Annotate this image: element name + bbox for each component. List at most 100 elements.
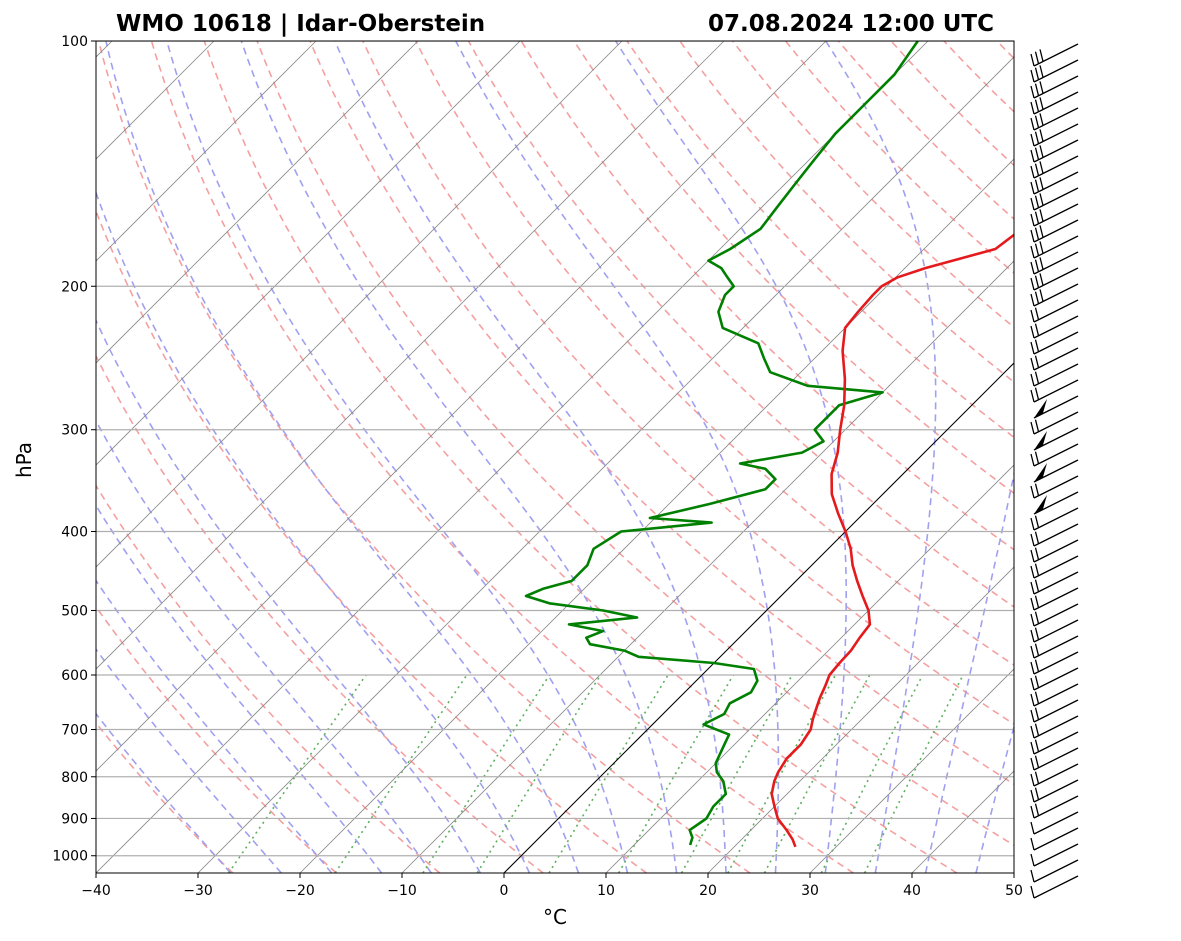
x-tick-label: −20 [285,883,315,899]
wind-barb [1030,299,1079,323]
temperature-line [770,233,1014,848]
chart-title-datetime: 07.08.2024 12:00 UTC [708,11,994,37]
wind-barb [1030,523,1079,547]
moist-adiabat [96,419,432,873]
wind-barb [1033,427,1079,451]
moist-adiabat [240,41,678,873]
dry-adiabat [96,208,647,873]
dry-adiabat [97,41,751,873]
dry-adiabat [626,41,1014,439]
wind-barb [1030,763,1079,787]
wind-barb [1030,203,1079,227]
wind-barb [1030,347,1079,371]
isotherm [401,260,1014,873]
isotherm [96,41,521,466]
moist-adiabat [825,41,937,873]
wind-barb [1030,715,1079,739]
dry-adiabat [96,484,441,873]
wind-barb [1030,507,1079,531]
wind-barb [1030,331,1079,355]
wind-barb [1030,75,1079,99]
moist-adiabat [96,647,282,873]
y-tick-label: 500 [61,603,88,619]
wind-barb [1030,699,1079,723]
mixing-ratio-lines [227,674,964,873]
plot-frame [95,40,1015,874]
isotherm [707,566,1014,873]
wind-barb [1030,603,1079,627]
wind-barb [1030,779,1079,803]
wind-barb [1030,107,1079,131]
x-axis-ticks: −40 −30 −20 −10 0 10 20 30 40 50 [81,873,1023,899]
y-tick-label: 600 [61,668,88,684]
chart-title-station: WMO 10618 | Idar-Oberstein [116,11,485,37]
moist-adiabats [96,41,1014,873]
wind-barb [1030,587,1079,611]
dry-adiabat [96,354,544,873]
dry-adiabat [414,41,1014,667]
wind-barb [1030,219,1079,243]
moist-adiabat [975,723,1014,873]
dry-adiabat [467,41,1014,608]
mixing-ratio-line [618,674,735,873]
dry-adiabat [1050,41,1181,873]
mixing-ratio-line [727,674,837,873]
zero-isotherm [503,362,1014,873]
moist-adiabat [96,318,482,873]
isotherm [96,41,929,873]
dry-adiabat [96,605,337,873]
dry-adiabat [943,41,1014,113]
wind-barb [1030,571,1079,595]
wind-barb [1033,459,1079,483]
isotherm [197,56,1014,873]
isotherm [96,41,827,772]
mixing-ratio-line [680,674,793,873]
wind-barb [1030,475,1079,499]
moist-adiabat [615,41,847,873]
y-axis-label: hPa [12,442,36,478]
moist-adiabat [166,41,629,873]
wind-barb [1030,315,1079,339]
wind-barb [1030,91,1079,115]
dry-adiabat [784,41,1014,275]
moist-adiabat [96,504,383,873]
dewpoint-line [524,41,919,846]
isotherm [809,668,1014,873]
wind-barbs [1030,43,1079,899]
wind-barb [1030,43,1079,67]
wind-barb [1030,827,1079,851]
dry-adiabat [256,41,1014,847]
isotherm [605,464,1014,873]
wind-barb [1030,171,1079,195]
wind-barb [1030,683,1079,707]
wind-barb [1030,235,1079,259]
wind-barb [1030,811,1079,835]
moist-adiabat [96,712,232,873]
isotherm [96,41,623,568]
y-tick-label: 900 [61,811,88,827]
wind-barb [1030,651,1079,675]
pressure-gridlines [96,41,1014,857]
wind-barb [1033,395,1079,419]
y-tick-label: 800 [61,770,88,786]
isotherm [96,41,725,670]
wind-barb [1030,59,1079,83]
wind-barb [1030,795,1079,819]
isotherm [299,158,1014,873]
moist-adiabat [96,579,333,873]
mixing-ratio-line [763,674,871,873]
wind-barb [1033,491,1079,515]
isotherm [96,41,419,364]
mixing-ratio-line [476,674,602,873]
y-tick-label: 100 [61,34,88,50]
mixing-ratio-line [548,674,669,873]
wind-barb [1030,267,1079,291]
wind-barb [1030,251,1079,275]
moist-adiabat [924,470,1014,873]
wind-barb [1030,619,1079,643]
x-axis-label: °C [543,905,567,929]
mixing-ratio-line [820,674,924,873]
dry-adiabat [203,41,958,873]
x-tick-label: 10 [597,883,615,899]
